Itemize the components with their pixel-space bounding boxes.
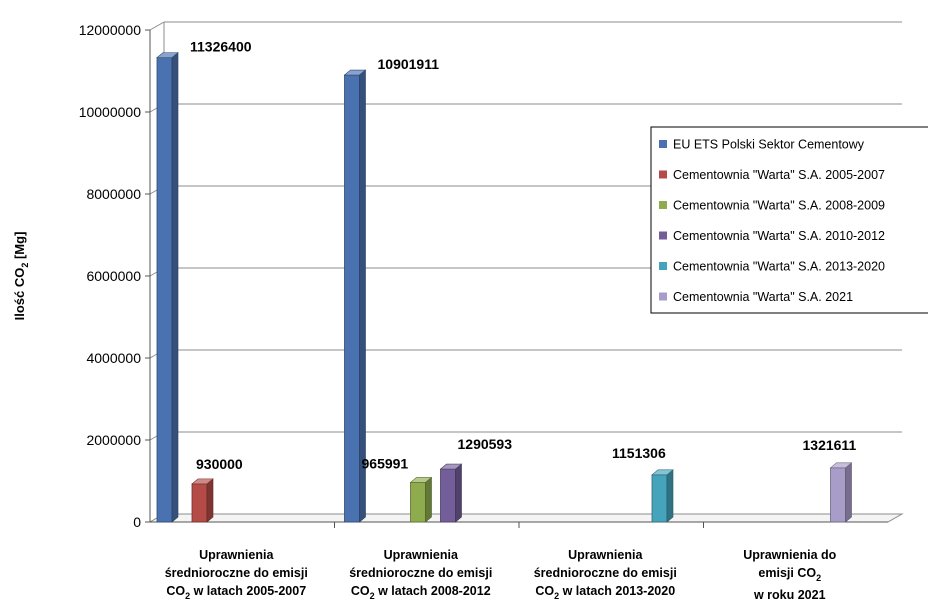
bar-side [666, 469, 674, 523]
bar-front [191, 483, 208, 523]
data-label: 1151306 [612, 445, 666, 461]
x-category-label: Uprawnienia średnioroczne do emisji CO2 w … [349, 548, 492, 601]
legend-swatch [659, 262, 667, 270]
data-labels: 11326400 930000 10901911 965991 1290593 11513… [190, 39, 856, 472]
bar-front [440, 468, 456, 523]
y-tick-label: 4000000 [86, 350, 141, 366]
bar-front [651, 474, 668, 523]
legend-swatch [659, 140, 667, 148]
bar [651, 469, 674, 523]
bar-side [359, 69, 366, 523]
bar [409, 476, 433, 523]
bar-top [343, 69, 367, 76]
bar [439, 463, 463, 523]
legend-entry: Cementownia "Warta" S.A. 2008-2009 [673, 199, 885, 213]
bar-front [344, 74, 360, 523]
legend-entry: Cementownia "Warta" S.A. 2013-2020 [673, 260, 885, 274]
y-tick-label: 6000000 [86, 268, 141, 284]
x-category-label: Uprawnienia średnioroczne do emisji CO2 w … [534, 548, 677, 601]
legend-box [650, 126, 928, 314]
y-axis-title: Ilość CO2​ [Mg] [12, 232, 30, 321]
bar-top [156, 52, 179, 58]
data-label: 11326400 [190, 39, 252, 55]
floor [148, 513, 904, 523]
bar [156, 51, 179, 523]
legend-entry: EU ETS Polski Sektor Cementowy [673, 138, 865, 152]
bar-top [191, 478, 214, 485]
legend-swatch [659, 170, 667, 179]
legend-entry: Cementownia "Warta" S.A. 2010-2012 [673, 229, 885, 243]
bars [156, 51, 853, 523]
bar-side [845, 462, 852, 523]
bar-top [829, 462, 853, 469]
bar-side [455, 463, 462, 523]
gridline-depth [149, 21, 165, 31]
bar-front [156, 57, 173, 523]
legend-swatch [659, 292, 667, 301]
legend: EU ETS Polski Sektor Cementowy Cementowni… [650, 126, 928, 314]
data-label: 930000 [196, 456, 243, 472]
bar [829, 462, 853, 523]
legend-swatch [659, 201, 667, 209]
legend-swatch [659, 231, 667, 240]
bar [191, 478, 214, 523]
x-category-label: Uprawnienia do emisji CO2 w roku 2021 [743, 548, 836, 602]
bar-front [410, 481, 426, 523]
bar-side [425, 476, 432, 523]
x-category-label: Uprawnienia średnioroczne do emisji CO2 w … [165, 548, 308, 601]
category-ticks [334, 522, 704, 528]
y-tick-label: 2000000 [86, 432, 141, 448]
bar-top [651, 469, 674, 476]
y-tick-label: 12000000 [79, 22, 142, 38]
y-tick-label: 0 [133, 514, 141, 530]
data-label: 1290593 [458, 436, 513, 452]
bar-front [830, 467, 846, 523]
data-label: 965991 [362, 455, 409, 471]
bar-side [171, 51, 179, 523]
legend-entry: Cementownia "Warta" S.A. 2005-2007 [673, 168, 885, 182]
bar-side [206, 478, 214, 523]
legend-entry: Cementownia "Warta" S.A. 2021 [673, 290, 853, 304]
y-tick-label: 8000000 [86, 186, 141, 202]
y-tick-label: 10000000 [79, 104, 142, 120]
bar [343, 69, 367, 523]
bar-top [439, 463, 463, 470]
data-label: 10901911 [378, 56, 440, 72]
data-label: 1321611 [803, 437, 857, 453]
bar-top [409, 477, 433, 483]
